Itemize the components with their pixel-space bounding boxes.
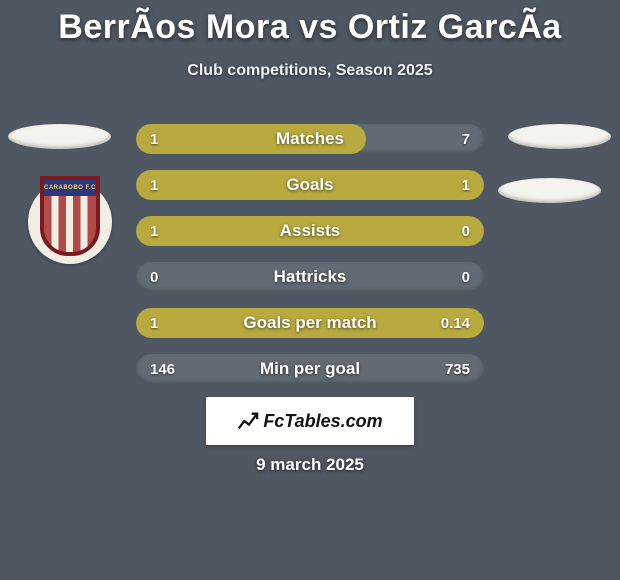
stat-right-value: 735 [445,361,470,378]
stat-right-value: 0 [462,223,470,240]
player-right-marker [508,124,611,149]
stat-bar: 1Goals1 [136,170,484,200]
date-label: 9 march 2025 [0,455,620,475]
source-box[interactable]: FcTables.com [206,397,414,445]
stat-bars: 1Matches71Goals11Assists00Hattricks01Goa… [136,124,484,400]
stat-right-value: 0 [462,269,470,286]
stat-label: Min per goal [136,359,484,379]
stat-bar: 1Matches7 [136,124,484,154]
stat-bar: 1Assists0 [136,216,484,246]
stat-bar: 1Goals per match0.14 [136,308,484,338]
stat-label: Hattricks [136,267,484,287]
stat-label: Goals [136,175,484,195]
stat-bar: 0Hattricks0 [136,262,484,292]
stat-right-value: 0.14 [441,315,470,332]
source-logo: FcTables.com [237,410,382,432]
stat-label: Matches [136,129,484,149]
chart-line-icon [237,410,259,432]
club-shield-icon: CARABOBO F.C [40,188,100,256]
source-brand: FcTables.com [263,411,382,432]
stat-right-value: 7 [462,131,470,148]
subtitle: Club competitions, Season 2025 [0,62,620,80]
player-right-marker-2 [498,178,601,203]
stat-label: Goals per match [136,313,484,333]
comparison-card: BerrÃ­os Mora vs Ortiz GarcÃ­a Club comp… [0,0,620,580]
club-badge-label: CARABOBO F.C [40,176,100,196]
page-title: BerrÃ­os Mora vs Ortiz GarcÃ­a [0,8,620,47]
stat-bar: 146Min per goal735 [136,354,484,384]
player-left-marker [8,124,111,149]
stat-right-value: 1 [462,177,470,194]
club-badge: CARABOBO F.C [28,180,112,264]
stat-label: Assists [136,221,484,241]
